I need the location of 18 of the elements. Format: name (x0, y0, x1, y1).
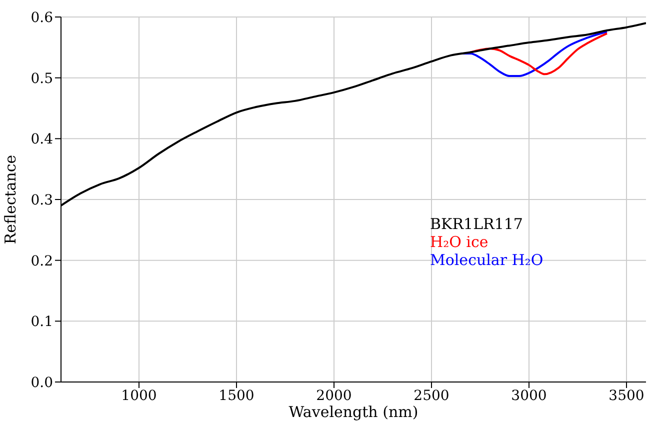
y-tick-label: 0.4 (30, 132, 54, 148)
x-tick-label: 1000 (121, 388, 157, 404)
text: BKR1LR117 (430, 215, 524, 233)
y-tick-label: 0.6 (30, 10, 54, 26)
x-tick-label: 3500 (608, 388, 644, 404)
y-tick-label: 0.3 (30, 192, 53, 208)
text: H₂O ice (430, 233, 490, 251)
y-tick-label: 0.0 (30, 374, 53, 391)
x-tick-label: 2500 (414, 388, 450, 404)
y-tick-label: 0.1 (30, 314, 53, 330)
y-axis-title: Reflectance (1, 154, 20, 244)
y-tick-label: 0.5 (30, 70, 53, 87)
x-tick-label: 3000 (511, 388, 547, 404)
y-tick-label: 0.2 (30, 253, 53, 270)
x-tick-label: 2000 (316, 388, 352, 404)
x-tick-label: 1500 (218, 388, 254, 404)
text: Molecular H₂O (430, 251, 544, 269)
x-axis-title: Wavelength (nm) (288, 403, 418, 421)
